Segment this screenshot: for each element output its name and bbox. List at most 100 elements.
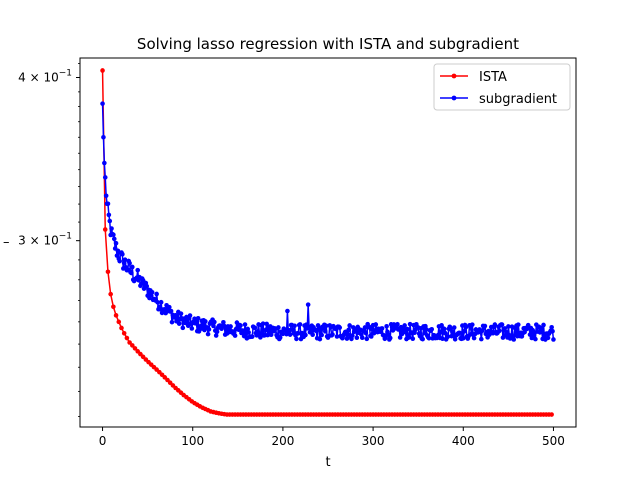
- data-point: [129, 270, 134, 276]
- y-tick-label: 4 × 10−1: [18, 69, 72, 85]
- data-point: [451, 325, 457, 330]
- data-point: [346, 327, 352, 333]
- y-tick-label: 3 × 10−1: [18, 232, 72, 248]
- data-point: [277, 335, 283, 340]
- series-line: [101, 70, 552, 416]
- data-point: [303, 332, 308, 338]
- data-point: [246, 330, 251, 335]
- data-point: [387, 335, 393, 341]
- data-point: [442, 330, 448, 336]
- data-point: [457, 330, 462, 336]
- data-point: [410, 336, 416, 342]
- data-point: [286, 328, 292, 333]
- data-point: [499, 322, 505, 327]
- data-point: [297, 322, 303, 327]
- data-point: [551, 337, 556, 342]
- data-point: [334, 334, 340, 339]
- data-point: [242, 322, 248, 327]
- data-point: [424, 327, 429, 332]
- data-point: [463, 324, 469, 330]
- data-point: [539, 328, 545, 333]
- data-point: [124, 335, 130, 341]
- data-point: [397, 335, 403, 340]
- data-point: [119, 325, 124, 331]
- data-point: [395, 321, 400, 327]
- data-point: [158, 299, 164, 305]
- data-point: [545, 335, 551, 341]
- data-point: [280, 331, 286, 337]
- data-point: [122, 257, 128, 263]
- data-point: [313, 328, 319, 334]
- data-point: [407, 321, 413, 327]
- data-point: [238, 323, 243, 328]
- data-point: [294, 336, 299, 342]
- data-point: [438, 329, 444, 335]
- data-point: [221, 319, 226, 325]
- data-point: [154, 291, 159, 297]
- data-point: [492, 322, 498, 327]
- legend-entry-ista: ISTA: [440, 70, 507, 85]
- legend: ISTA subgradient: [433, 63, 571, 111]
- data-point: [363, 330, 369, 336]
- data-point: [292, 323, 297, 329]
- data-point: [121, 331, 127, 336]
- data-point: [105, 201, 111, 207]
- data-point: [276, 325, 281, 330]
- data-point: [180, 325, 186, 331]
- data-point: [102, 175, 108, 180]
- data-point: [406, 334, 412, 340]
- data-point: [550, 328, 555, 334]
- x-tick-label: 400: [452, 434, 475, 448]
- y-axis: 3 × 10−1 4 × 10−1: [18, 63, 80, 417]
- data-point: [330, 332, 335, 337]
- data-point: [541, 322, 546, 328]
- data-point: [420, 336, 425, 342]
- data-point: [310, 332, 315, 338]
- data-point: [108, 291, 113, 297]
- data-point: [482, 323, 488, 329]
- data-point: [506, 324, 511, 329]
- data-point: [144, 283, 150, 289]
- data-point: [176, 321, 182, 326]
- legend-label-subgradient: subgradient: [479, 92, 557, 107]
- data-point: [213, 333, 219, 338]
- data-point: [130, 343, 135, 348]
- series-line: [101, 103, 555, 343]
- data-point: [258, 335, 263, 340]
- data-point: [368, 334, 374, 339]
- x-tick-label: 300: [362, 434, 385, 448]
- data-point: [373, 322, 379, 327]
- data-point: [214, 329, 220, 335]
- data-point: [450, 329, 455, 335]
- chart-title: Solving lasso regression with ISTA and s…: [137, 35, 519, 53]
- data-point: [228, 324, 233, 329]
- data-point: [178, 311, 184, 316]
- series-subgradient: [100, 101, 556, 343]
- data-point: [405, 326, 410, 332]
- data-point: [120, 251, 125, 257]
- data-point: [117, 258, 122, 264]
- data-point: [168, 308, 174, 314]
- data-point: [364, 336, 370, 342]
- data-point: [502, 326, 508, 331]
- y-axis-label-glyph: –: [3, 235, 10, 250]
- data-point: [344, 336, 350, 341]
- x-tick-label: 500: [542, 434, 565, 448]
- data-point: [471, 335, 477, 341]
- data-point: [113, 313, 119, 318]
- data-point: [206, 327, 212, 332]
- data-point: [347, 323, 352, 328]
- data-point: [322, 329, 328, 334]
- data-point: [252, 325, 258, 331]
- data-point: [111, 304, 116, 310]
- data-point: [187, 313, 193, 318]
- data-point: [440, 336, 445, 342]
- data-point: [515, 322, 521, 327]
- data-point: [369, 326, 375, 332]
- data-point: [285, 308, 290, 314]
- data-point: [212, 319, 217, 325]
- data-point: [260, 321, 266, 326]
- x-tick-label: 0: [99, 434, 107, 448]
- data-point: [127, 260, 132, 266]
- data-point: [111, 236, 117, 242]
